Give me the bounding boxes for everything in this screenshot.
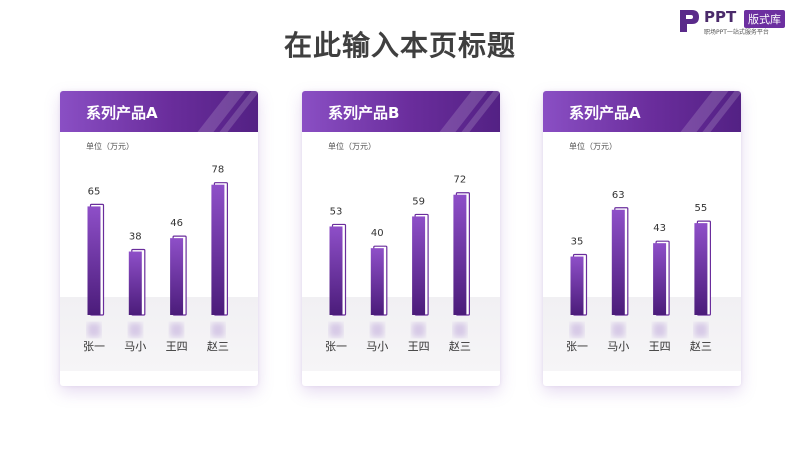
brand-logo: PPT 版式库 职场PPT一站式服务平台	[678, 8, 796, 38]
bar-reflection	[211, 323, 225, 337]
x-tick-label: 赵三	[690, 339, 712, 353]
bar-reflection	[370, 323, 384, 337]
x-tick-label: 张一	[566, 340, 588, 353]
bar-chart-2: 53 张一 40 马小 59 王四 72 赵三	[325, 175, 471, 353]
bar	[329, 226, 343, 315]
data-label: 43	[653, 223, 666, 234]
x-tick-label: 马小	[366, 340, 388, 353]
card-header: 系列产品A	[60, 91, 258, 132]
x-tick-label: 王四	[408, 340, 430, 353]
x-tick-label: 王四	[649, 340, 671, 353]
bar-reflection	[412, 323, 426, 337]
data-label: 40	[371, 228, 384, 239]
data-label: 55	[695, 203, 708, 214]
bar-reflection	[87, 323, 101, 337]
data-label: 53	[330, 206, 343, 217]
page-title: 在此输入本页标题	[283, 29, 516, 62]
logo-tagline: 职场PPT一站式服务平台	[704, 29, 769, 36]
bar-reflection	[570, 323, 584, 337]
bar	[128, 251, 142, 315]
bar	[653, 243, 667, 315]
bar-reflection	[170, 323, 184, 337]
bar	[211, 184, 225, 315]
bar-reflection	[329, 323, 343, 337]
x-tick-label: 张一	[83, 340, 105, 353]
bar	[611, 209, 625, 315]
data-label: 78	[212, 165, 225, 176]
bar	[87, 206, 101, 315]
bar	[412, 216, 426, 315]
bar-chart-1: 65 张一 38 马小 46 王四 78 赵三	[83, 165, 229, 353]
bar-reflection	[653, 323, 667, 337]
x-tick-label: 赵三	[449, 339, 471, 353]
bar	[570, 256, 584, 315]
x-tick-label: 赵三	[207, 339, 229, 353]
bar	[453, 194, 467, 315]
bar	[170, 238, 184, 315]
data-label: 38	[129, 232, 142, 243]
x-tick-label: 马小	[124, 340, 146, 353]
data-label: 65	[88, 186, 101, 197]
unit-label: 单位（万元）	[569, 142, 617, 151]
card-title: 系列产品A	[569, 104, 641, 122]
data-label: 46	[170, 218, 183, 229]
data-label: 63	[612, 190, 625, 201]
logo-icon	[680, 10, 699, 32]
bar	[694, 223, 708, 315]
unit-label: 单位（万元）	[328, 142, 376, 151]
x-tick-label: 马小	[607, 340, 629, 353]
logo-badge: 版式库	[744, 10, 785, 28]
bar	[370, 248, 384, 315]
data-label: 35	[571, 237, 584, 248]
logo-name: PPT	[704, 8, 737, 26]
card-header: 系列产品A	[543, 91, 741, 132]
card-title: 系列产品B	[328, 104, 400, 122]
data-label: 59	[412, 196, 425, 207]
unit-label: 单位（万元）	[86, 142, 134, 151]
bar-reflection	[611, 323, 625, 337]
bar-reflection	[694, 323, 708, 337]
data-label: 72	[454, 175, 467, 186]
bar-chart-3: 35 张一 63 马小 43 王四 55 赵三	[566, 190, 712, 353]
card-header: 系列产品B	[302, 91, 500, 132]
chart-card-3: 系列产品A 单位（万元） 35 张一 63 马小 43 王四 55 赵三	[543, 91, 741, 386]
x-tick-label: 王四	[166, 340, 188, 353]
bar-reflection	[128, 323, 142, 337]
chart-card-1: 系列产品A 单位（万元） 65 张一 38 马小 46 王四 78 赵三	[60, 91, 258, 386]
bar-reflection	[453, 323, 467, 337]
chart-card-2: 系列产品B 单位（万元） 53 张一 40 马小 59 王四 72 赵三	[302, 91, 500, 386]
x-tick-label: 张一	[325, 340, 347, 353]
card-title: 系列产品A	[86, 104, 158, 122]
